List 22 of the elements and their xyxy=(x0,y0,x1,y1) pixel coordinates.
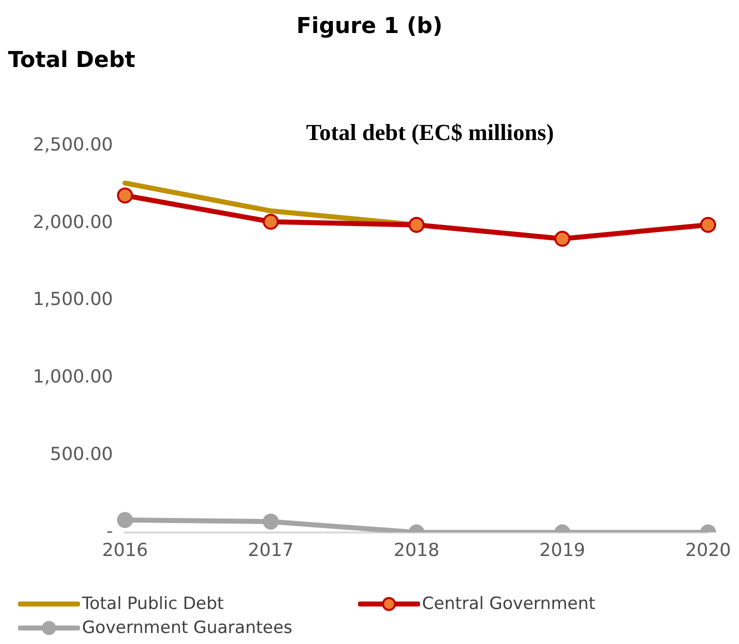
y-tick-label: 1,500.00 xyxy=(32,289,113,310)
y-tick-label: 2,000.00 xyxy=(32,212,113,233)
x-tick-label: 2016 xyxy=(102,540,148,561)
chart-title: Total debt (EC$ millions) xyxy=(305,120,555,146)
x-tick-label: 2017 xyxy=(248,540,294,561)
x-tick-label: 2019 xyxy=(539,540,586,561)
point xyxy=(554,230,570,247)
point xyxy=(700,216,716,233)
point xyxy=(408,216,425,233)
y-tick-label: - xyxy=(106,521,113,542)
caption: Figure 1 (b) xyxy=(295,14,444,39)
y-tick-label: 1,000.00 xyxy=(32,366,113,388)
text: Total Debt xyxy=(8,48,136,73)
legend-label: Government Guarantees xyxy=(82,618,292,638)
point xyxy=(262,214,279,230)
legend-label: Total Public Debt xyxy=(82,594,224,614)
y-tick-label: 2,500.00 xyxy=(32,134,113,156)
legend-label: Central Government xyxy=(422,594,596,614)
point xyxy=(117,187,133,204)
y-tick-label: 500.00 xyxy=(50,444,113,465)
x-tick-label: 2020 xyxy=(685,540,731,561)
x-tick-label: 2018 xyxy=(394,540,440,561)
